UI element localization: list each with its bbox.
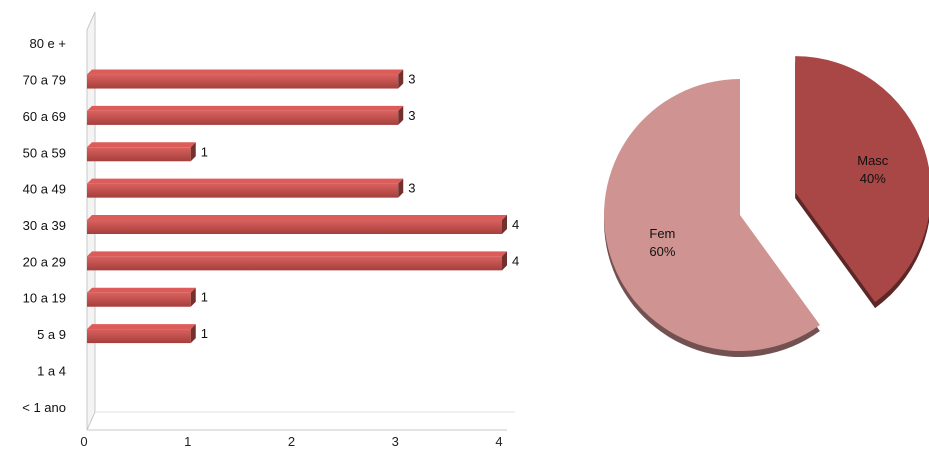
bar-end-face: [398, 105, 404, 125]
bar-top-face: [87, 287, 196, 293]
bar-front-face: [87, 147, 191, 162]
x-tick-label: 4: [495, 434, 502, 449]
pie-slice-label: Fem: [649, 226, 675, 241]
y-category-label: 30 a 39: [23, 218, 66, 233]
bar-data-label: 1: [201, 326, 208, 341]
x-tick-label: 1: [184, 434, 191, 449]
bar-end-face: [398, 69, 404, 89]
bar-data-label: 4: [512, 217, 519, 232]
bar-end-face: [190, 324, 196, 344]
bar-data-label: 3: [408, 181, 415, 196]
bar-8: 1: [87, 324, 208, 344]
bar-front-face: [87, 110, 399, 125]
y-category-label: 50 a 59: [23, 145, 66, 160]
bar-2: 3: [87, 105, 415, 125]
y-category-label: 1 a 4: [37, 363, 66, 378]
pie-slice-masc: Masc 40%: [795, 56, 929, 309]
y-category-label: 10 a 19: [23, 291, 66, 306]
pie-slice-face: [795, 56, 929, 303]
bar-7: 1: [87, 287, 208, 307]
bar-data-label: 3: [408, 72, 415, 87]
x-tick-label: 3: [392, 434, 399, 449]
bar-front-face: [87, 256, 502, 271]
bar-data-label: 1: [201, 144, 208, 159]
y-category-label: 60 a 69: [23, 109, 66, 124]
y-category-label: 20 a 29: [23, 254, 66, 269]
pie-slice-label: Masc: [857, 153, 889, 168]
bar-end-face: [502, 215, 507, 234]
bar-data-label: 1: [201, 290, 208, 305]
y-category-label: < 1 ano: [22, 400, 66, 415]
pie-slice-fem: Fem 60%: [604, 79, 820, 357]
bar-front-face: [87, 183, 399, 198]
bar-end-face: [190, 142, 196, 162]
y-category-label: 40 a 49: [23, 182, 66, 197]
bar-4: 3: [87, 178, 415, 198]
sex-pie-chart: Masc 40% Fem 60%: [604, 56, 929, 357]
bar-top-face: [87, 324, 196, 330]
pie-slice-percent: 40%: [860, 171, 886, 186]
y-category-label: 70 a 79: [23, 73, 66, 88]
bar-5: 4: [87, 215, 519, 234]
bar-top-face: [87, 105, 404, 111]
bar-end-face: [502, 251, 507, 271]
bar-data-label: 3: [408, 108, 415, 123]
y-category-label: 5 a 9: [37, 327, 66, 342]
bar-3: 1: [87, 142, 208, 162]
bar-data-label: 4: [512, 253, 519, 268]
bar-top-face: [87, 215, 507, 220]
bar-end-face: [190, 287, 196, 307]
bar-front-face: [87, 329, 191, 344]
bar-front-face: [87, 220, 502, 234]
bar-top-face: [87, 69, 404, 75]
bar-top-face: [87, 178, 404, 184]
bar-end-face: [398, 178, 404, 198]
pie-slice-face: [604, 79, 820, 351]
bar-front-face: [87, 74, 399, 89]
bar-front-face: [87, 292, 191, 307]
bar-top-face: [87, 251, 507, 257]
y-category-label: 80 e +: [29, 36, 66, 51]
bar-top-face: [87, 142, 196, 148]
bar-1: 3: [87, 69, 415, 89]
age-bar-chart: 0 1 2 3 4 80 e + 70 a 79 60 a 69 50 a 59 40 a 49…: [22, 11, 519, 449]
x-tick-label: 0: [80, 434, 87, 449]
x-tick-label: 2: [288, 434, 295, 449]
bar-6: 4: [87, 251, 519, 271]
pie-slice-percent: 60%: [649, 244, 675, 259]
